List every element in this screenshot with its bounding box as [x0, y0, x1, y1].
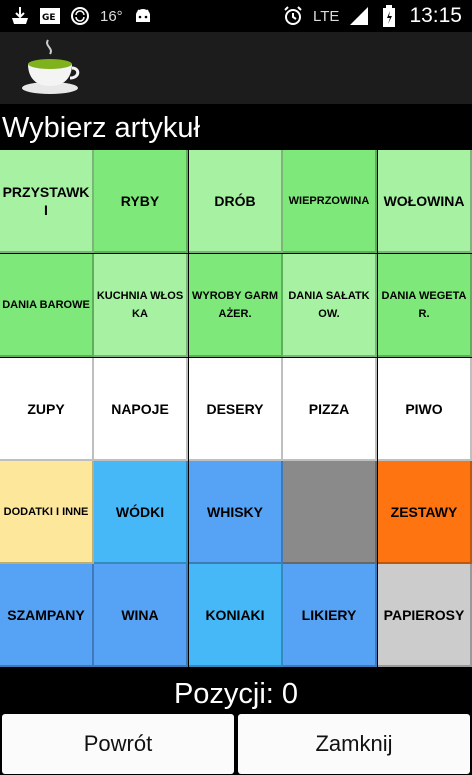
status-bar: GE 16° LTE 13:15: [0, 0, 472, 32]
gmail-icon: GE: [40, 6, 60, 26]
back-button[interactable]: Powrót: [2, 714, 234, 774]
tile-pizza[interactable]: PIZZA: [283, 358, 377, 461]
tile-papierosy[interactable]: PAPIEROSY: [378, 564, 472, 667]
tile-napoje[interactable]: NAPOJE: [94, 358, 188, 461]
tile-whisky[interactable]: WHISKY: [189, 461, 283, 564]
tile-dania-sałatkow[interactable]: DANIA SAŁATKOW.: [283, 254, 377, 357]
tile-wyroby-garmażer[interactable]: WYROBY GARMAŻER.: [189, 254, 283, 357]
temperature: 16°: [100, 7, 123, 25]
tile-wina[interactable]: WINA: [94, 564, 188, 667]
tile-szampany[interactable]: SZAMPANY: [0, 564, 94, 667]
tile-dania-barowe[interactable]: DANIA BAROWE: [0, 254, 94, 357]
alarm-icon: [283, 6, 303, 26]
android-icon: [133, 6, 153, 26]
svg-text:GE: GE: [42, 13, 56, 23]
tile-wódki[interactable]: WÓDKI: [94, 461, 188, 564]
tile-zestawy[interactable]: ZESTAWY: [378, 461, 472, 564]
category-grid: PRZYSTAWKI RYBY DRÓB WIEPRZOWINA WOŁOWINA DAN…: [0, 150, 472, 669]
tile-koniaki[interactable]: KONIAKI: [189, 564, 283, 667]
tile-empty: [283, 461, 377, 564]
status-right-icons: LTE 13:15: [283, 4, 462, 28]
tile-wieprzowina[interactable]: WIEPRZOWINA: [283, 150, 377, 253]
status-left-icons: GE 16°: [10, 6, 153, 26]
clock: 13:15: [409, 4, 462, 27]
tile-zupy[interactable]: ZUPY: [0, 358, 94, 461]
tile-likiery[interactable]: LIKIERY: [283, 564, 377, 667]
tile-piwo[interactable]: PIWO: [378, 358, 472, 461]
tile-przystawki[interactable]: PRZYSTAWKI: [0, 150, 94, 253]
download-icon: [10, 6, 30, 26]
tile-kuchnia-włoska[interactable]: KUCHNIA WŁOSKA: [94, 254, 188, 357]
network-type: LTE: [313, 7, 340, 25]
tea-cup-icon[interactable]: [18, 38, 82, 98]
item-count: Pozycji: 0: [173, 678, 299, 710]
tile-dodatki-i-inne[interactable]: DODATKI I INNE: [0, 461, 94, 564]
tile-drób[interactable]: DRÓB: [189, 150, 283, 253]
tile-ryby[interactable]: RYBY: [94, 150, 188, 253]
tile-dania-wegetar[interactable]: DANIA WEGETAR.: [378, 254, 472, 357]
signal-icon: [349, 6, 369, 26]
tile-wołowina[interactable]: WOŁOWINA: [378, 150, 472, 253]
tile-desery[interactable]: DESERY: [189, 358, 283, 461]
page-title: Wybierz artykuł: [0, 104, 472, 148]
sync-icon: [70, 6, 90, 26]
action-bar: [0, 32, 472, 104]
battery-icon: [379, 5, 399, 27]
close-button[interactable]: Zamknij: [238, 714, 470, 774]
